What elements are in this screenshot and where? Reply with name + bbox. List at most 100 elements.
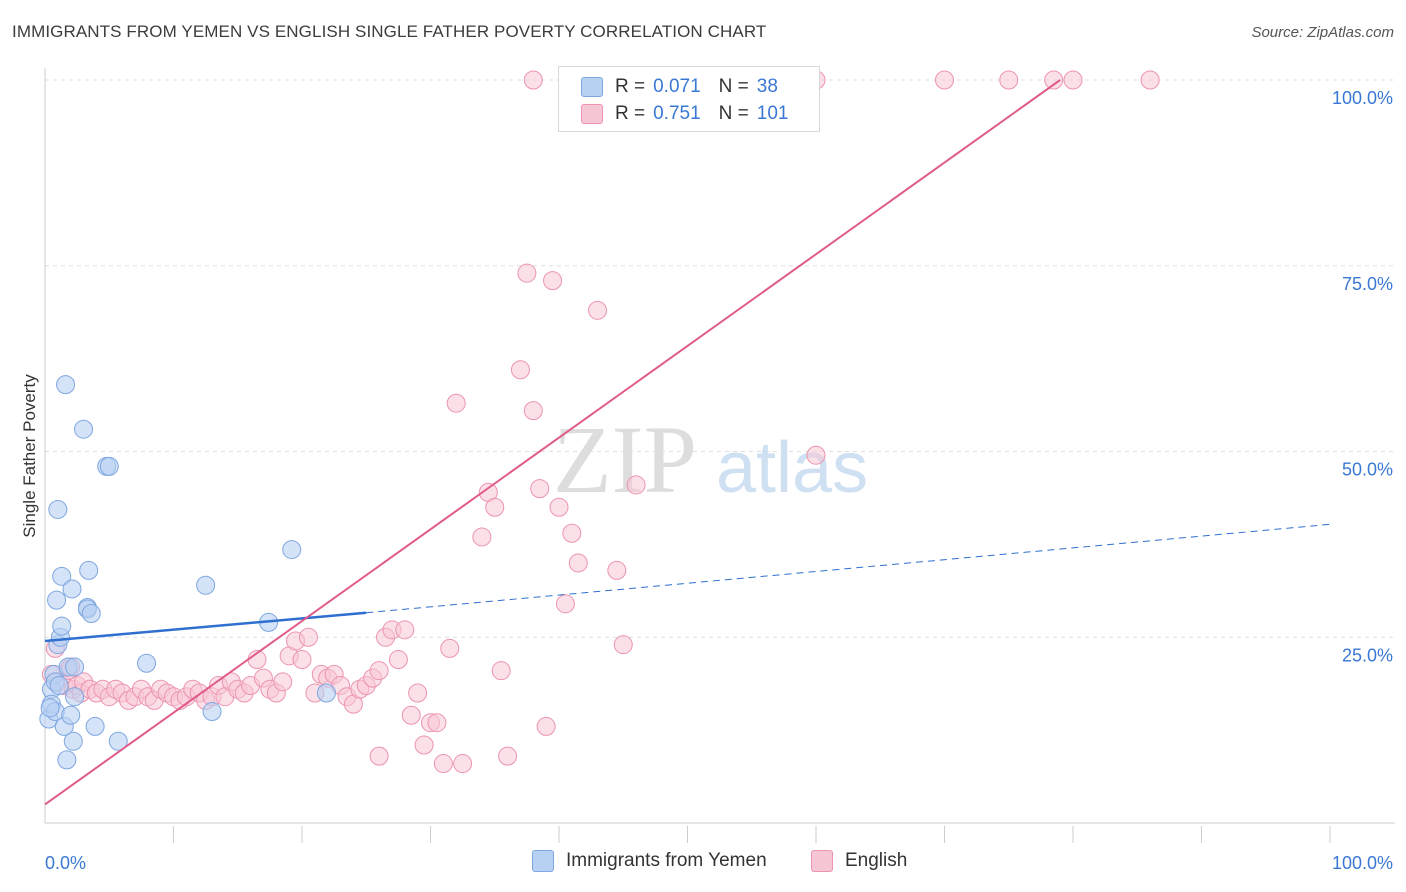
- legend-row-english: R = 0.751 N = 101: [581, 101, 788, 127]
- tick-labels: 25.0% 50.0% 75.0% 100.0% 0.0% 100.0%: [45, 88, 1393, 873]
- english-point: [543, 271, 563, 291]
- english-point: [433, 754, 453, 774]
- y-tick-label: 25.0%: [1342, 645, 1393, 665]
- yemen-trend-extension: [366, 523, 1331, 614]
- x-tick-label: 100.0%: [1332, 853, 1393, 873]
- english-point: [388, 650, 408, 670]
- legend-n-label: N =: [718, 103, 749, 124]
- yemen-point: [48, 499, 68, 519]
- english-point: [568, 553, 588, 573]
- english-point: [523, 70, 543, 90]
- english-point: [395, 620, 415, 640]
- legend-n-label: N =: [718, 76, 749, 97]
- english-point: [935, 70, 954, 90]
- legend-r-label: R =: [615, 76, 646, 97]
- english-point: [498, 746, 518, 766]
- yemen-point: [282, 540, 302, 560]
- yemen-point: [79, 560, 99, 580]
- yemen-points: [39, 375, 336, 770]
- legend-n-value: 38: [756, 76, 778, 97]
- english-point: [523, 401, 543, 421]
- english-point: [414, 735, 434, 755]
- yemen-point: [196, 575, 216, 595]
- axes: [44, 68, 1395, 843]
- bottom-legend-yemen: Immigrants from Yemen: [532, 850, 767, 872]
- english-point: [806, 445, 826, 465]
- english-point: [517, 263, 537, 283]
- trend-lines: [44, 79, 1331, 806]
- grid-lines: [45, 79, 1395, 638]
- english-point: [536, 716, 556, 736]
- english-point: [626, 475, 646, 495]
- bottom-legend-swatch-english: [811, 850, 833, 872]
- yemen-point: [57, 750, 77, 770]
- english-point: [440, 638, 460, 658]
- english-point: [549, 497, 569, 517]
- english-point: [446, 393, 466, 413]
- english-point: [613, 635, 633, 655]
- english-point: [292, 650, 312, 670]
- correlation-legend: R = 0.071 N = 38 R = 0.751 N = 101: [558, 66, 820, 132]
- legend-row-yemen: R = 0.071 N = 38: [581, 74, 778, 100]
- x-tick-label: 0.0%: [45, 853, 86, 873]
- yemen-point: [61, 705, 81, 725]
- english-point: [1063, 70, 1083, 90]
- yemen-point: [81, 603, 101, 623]
- english-point: [485, 497, 505, 517]
- y-tick-label: 50.0%: [1342, 460, 1393, 480]
- english-point: [555, 594, 575, 614]
- yemen-point: [63, 731, 83, 751]
- english-point: [1044, 70, 1064, 90]
- legend-swatch-yemen: [581, 77, 603, 97]
- legend-r-value: 0.071: [653, 76, 701, 97]
- english-point: [408, 683, 428, 703]
- english-point: [607, 560, 627, 580]
- yemen-point: [56, 375, 76, 395]
- legend-swatch-english: [581, 104, 603, 124]
- yemen-point: [74, 419, 94, 439]
- yemen-point: [316, 683, 336, 703]
- yemen-point: [99, 456, 119, 476]
- english-point: [562, 523, 582, 543]
- english-point: [530, 479, 550, 499]
- english-point: [401, 705, 421, 725]
- y-tick-label: 75.0%: [1342, 274, 1393, 294]
- english-point: [298, 627, 318, 647]
- english-point: [999, 70, 1019, 90]
- bottom-legend-english: English: [811, 850, 907, 872]
- chart-source: Source: ZipAtlas.com: [1251, 24, 1394, 41]
- yemen-point: [49, 676, 69, 696]
- yemen-point: [52, 616, 72, 636]
- chart-title: IMMIGRANTS FROM YEMEN VS ENGLISH SINGLE …: [12, 22, 767, 41]
- english-point: [369, 746, 389, 766]
- yemen-point: [108, 731, 128, 751]
- watermark: ZIP atlas: [553, 406, 868, 513]
- yemen-point: [62, 579, 82, 599]
- bottom-legend-label-english: English: [845, 850, 908, 871]
- yemen-point: [47, 590, 67, 610]
- watermark-atlas: atlas: [716, 428, 868, 508]
- bottom-legend-swatch-yemen: [532, 850, 554, 872]
- english-point: [472, 527, 492, 547]
- english-point: [427, 713, 447, 733]
- watermark-zip: ZIP: [553, 406, 697, 513]
- yemen-point: [137, 653, 157, 673]
- y-tick-label: 100.0%: [1332, 88, 1393, 108]
- yemen-point: [202, 702, 222, 722]
- english-point: [588, 300, 608, 320]
- yemen-trend-line: [44, 611, 367, 643]
- english-point: [491, 661, 511, 681]
- legend-r-label: R =: [615, 103, 646, 124]
- english-points: [41, 70, 1160, 774]
- legend-n-value: 101: [756, 103, 789, 124]
- legend-r-value: 0.751: [653, 103, 701, 124]
- bottom-legend-label-yemen: Immigrants from Yemen: [566, 850, 767, 871]
- english-point: [453, 754, 473, 774]
- yemen-point: [40, 698, 60, 718]
- y-axis-label: Single Father Poverty: [20, 374, 39, 538]
- english-point: [273, 672, 293, 692]
- yemen-point: [65, 687, 85, 707]
- yemen-point: [65, 657, 85, 677]
- english-point: [510, 360, 530, 380]
